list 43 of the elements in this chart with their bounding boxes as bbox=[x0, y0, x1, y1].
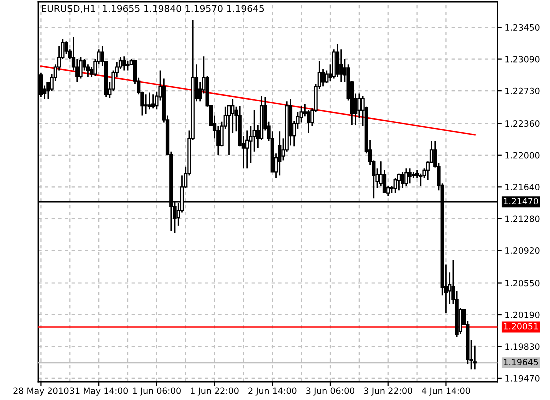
candlestick bbox=[394, 178, 398, 194]
x-tick-label: 3 Jun 06:00 bbox=[306, 388, 355, 396]
candlestick bbox=[340, 48, 344, 83]
candlestick bbox=[126, 60, 130, 72]
y-tick-label: 1.19470 bbox=[506, 375, 540, 382]
x-tick-label: 1 Jun 06:00 bbox=[133, 388, 181, 396]
y-tick-label: 1.22730 bbox=[506, 88, 540, 94]
y-tick-label: 1.20190 bbox=[506, 312, 540, 318]
x-tick-label: 4 Jun 14:00 bbox=[422, 388, 470, 396]
y-tick-label: 1.21640 bbox=[506, 184, 540, 191]
x-tick-label: 3 Jun 22:00 bbox=[364, 388, 412, 396]
candlestick bbox=[336, 44, 340, 78]
candlestick bbox=[404, 168, 408, 187]
y-tick-label: 1.19830 bbox=[506, 344, 540, 350]
ref-line-label: 1.20051 bbox=[504, 323, 538, 330]
candlestick bbox=[122, 56, 126, 72]
candlestick bbox=[246, 130, 250, 170]
y-tick-label: 1.23090 bbox=[506, 56, 540, 63]
candlestick bbox=[231, 98, 235, 134]
x-tick-label: 2 Jun 14:00 bbox=[248, 388, 297, 396]
candlestick bbox=[86, 64, 90, 78]
candlestick bbox=[397, 173, 402, 192]
y-tick-label: 1.22360 bbox=[506, 120, 540, 128]
candlestick bbox=[151, 94, 156, 110]
candlestick bbox=[148, 92, 152, 110]
candlestick bbox=[401, 171, 405, 189]
y-tick-label: 1.20550 bbox=[506, 280, 540, 287]
ref-line-label: 1.19645 bbox=[504, 359, 538, 366]
candlestick bbox=[408, 168, 412, 184]
candlestick bbox=[321, 68, 326, 88]
y-tick-label: 1.23450 bbox=[506, 24, 540, 31]
y-tick-label: 1.21280 bbox=[506, 216, 540, 222]
candlestick bbox=[79, 56, 83, 80]
x-tick-label: 31 May 14:00 bbox=[70, 388, 128, 396]
candlestick bbox=[358, 93, 362, 120]
ref-line-label: 1.21470 bbox=[504, 198, 538, 205]
y-tick-label: 1.20920 bbox=[506, 248, 540, 254]
x-tick-label: 28 May 2010 bbox=[14, 388, 69, 396]
candlestick bbox=[144, 94, 148, 115]
x-tick-label: 1 Jun 22:00 bbox=[191, 388, 239, 396]
chart-title: EURUSD,H1 1.19655 1.19840 1.19570 1.19645 bbox=[42, 5, 264, 14]
y-tick-label: 1.22000 bbox=[506, 152, 540, 159]
candlestick bbox=[278, 130, 282, 176]
